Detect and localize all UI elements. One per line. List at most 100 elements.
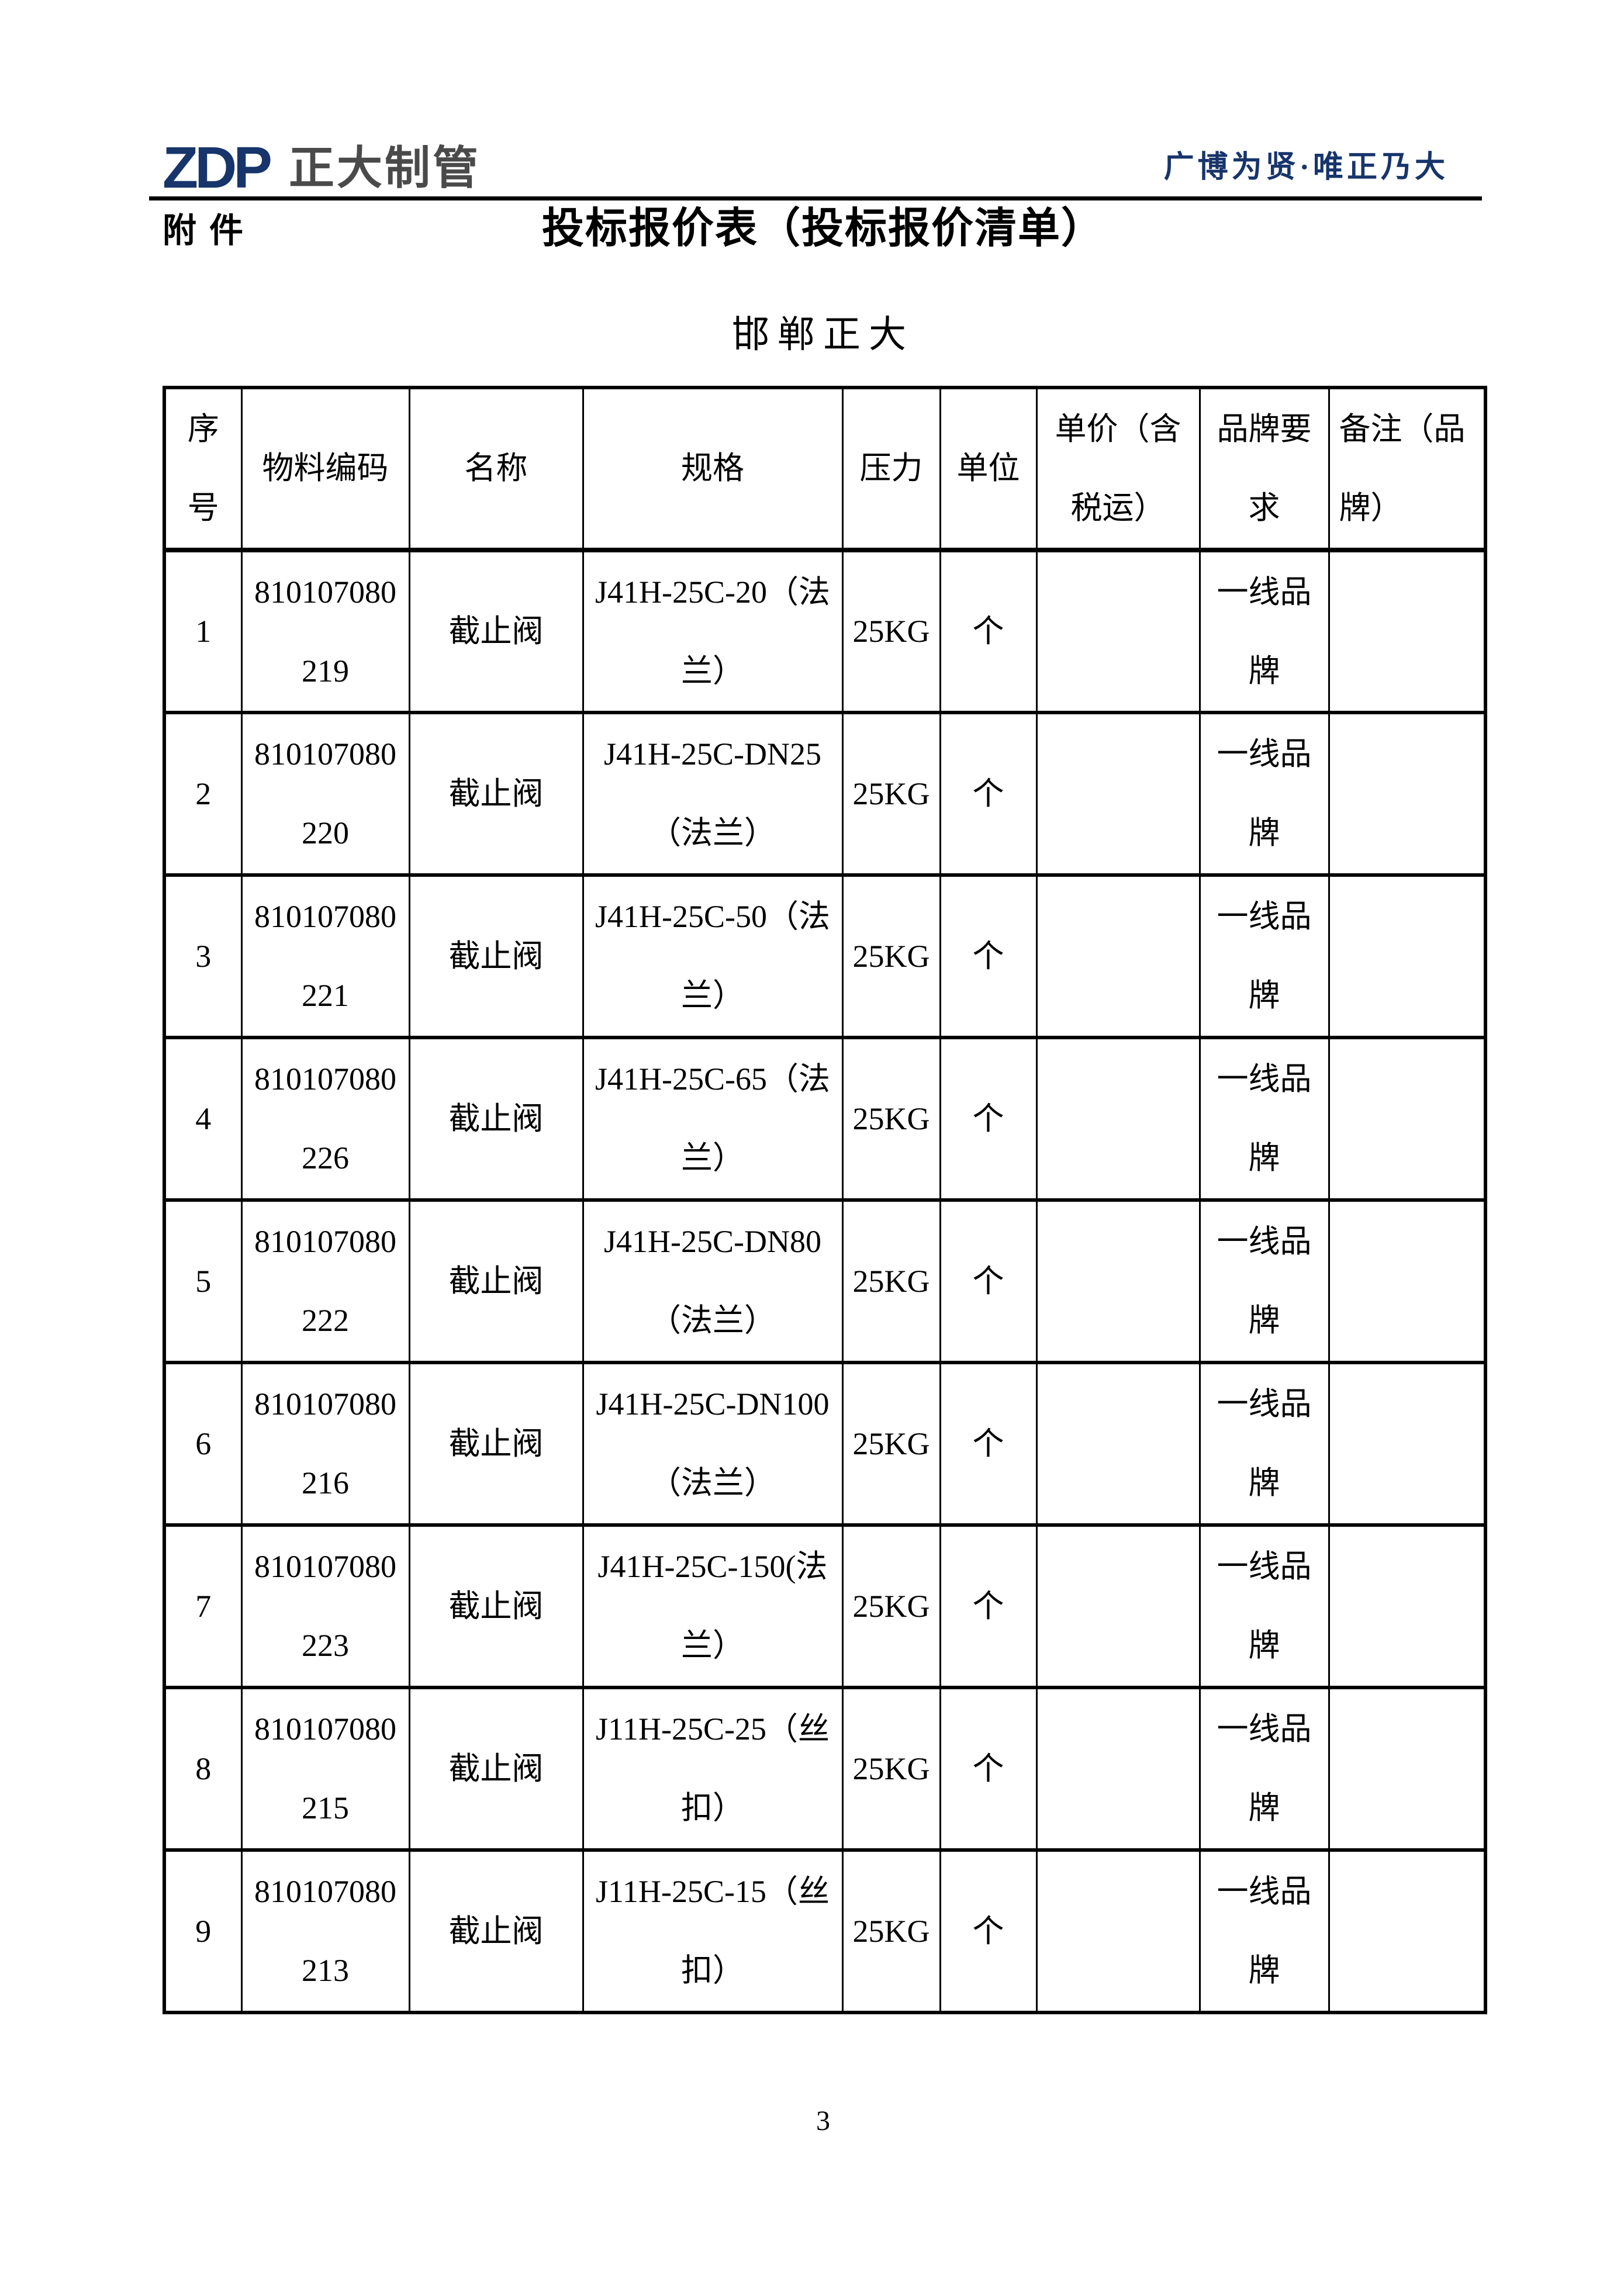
- cell-remark: [1328, 1036, 1487, 1202]
- cell-remark: [1328, 1686, 1487, 1852]
- table-row: 1 810107080 219 截止阀 J41H-25C-20（法 兰） 25KG 个一线…: [163, 548, 1487, 714]
- cell-seq: 3: [163, 873, 243, 1039]
- col-header-unit: 单位: [939, 386, 1038, 552]
- cell-spec: J41H-25C-DN25 （法兰）: [582, 711, 844, 877]
- cell-unit-price: [1035, 873, 1201, 1039]
- cell-unit-price: [1035, 548, 1201, 714]
- table-row: 2 810107080 220 截止阀 J41H-25C-DN25 （法兰） 25KG 个…: [163, 711, 1487, 877]
- cell-brand-requirement: 一线品 牌: [1198, 1848, 1330, 2014]
- quotation-table: 序 号物料编码 名称 规格 压力 单位 单价（含 税运） 品牌要 求备注（品 牌） 1 810…: [163, 386, 1487, 2014]
- cell-unit: 个: [939, 711, 1038, 877]
- cell-seq: 5: [163, 1198, 243, 1364]
- cell-name: 截止阀: [408, 1198, 584, 1364]
- cell-unit: 个: [939, 1848, 1038, 2014]
- cell-unit-price: [1035, 1523, 1201, 1689]
- cell-material-code: 810107080 221: [240, 873, 410, 1039]
- cell-seq: 9: [163, 1848, 243, 2014]
- table-row: 3 810107080 221 截止阀 J41H-25C-50（法 兰） 25KG 个一线…: [163, 873, 1487, 1039]
- cell-unit-price: [1035, 1198, 1201, 1364]
- cell-remark: [1328, 1198, 1487, 1364]
- cell-seq: 1: [163, 548, 243, 714]
- cell-pressure: 25KG: [841, 1523, 941, 1689]
- cell-name: 截止阀: [408, 711, 584, 877]
- cell-remark: [1328, 711, 1487, 877]
- cell-spec: J41H-25C-DN100 （法兰）: [582, 1361, 844, 1527]
- cell-remark: [1328, 548, 1487, 714]
- cell-material-code: 810107080 216: [240, 1361, 410, 1527]
- cell-material-code: 810107080 223: [240, 1523, 410, 1689]
- cell-unit-price: [1035, 711, 1201, 877]
- cell-unit-price: [1035, 1036, 1201, 1202]
- table-row: 序 号物料编码 名称 规格 压力 单位 单价（含 税运） 品牌要 求备注（品 牌）: [163, 386, 1487, 552]
- table-body: 1 810107080 219 截止阀 J41H-25C-20（法 兰） 25KG 个一线…: [163, 548, 1487, 2014]
- company-logo: ZDP 正大制管: [163, 139, 481, 197]
- zdp-logo-icon: ZDP: [163, 135, 272, 200]
- cell-remark: [1328, 1523, 1487, 1689]
- cell-name: 截止阀: [408, 873, 584, 1039]
- cell-seq: 4: [163, 1036, 243, 1202]
- cell-brand-requirement: 一线品 牌: [1198, 1686, 1330, 1852]
- cell-material-code: 810107080 226: [240, 1036, 410, 1202]
- cell-name: 截止阀: [408, 548, 584, 714]
- cell-unit-price: [1035, 1848, 1201, 2014]
- cell-spec: J41H-25C-20（法 兰）: [582, 548, 844, 714]
- col-header-material-code: 物料编码: [240, 386, 410, 552]
- col-header-name: 名称: [408, 386, 584, 552]
- cell-spec: J41H-25C-DN80 （法兰）: [582, 1198, 844, 1364]
- cell-pressure: 25KG: [841, 1686, 941, 1852]
- cell-unit-price: [1035, 1686, 1201, 1852]
- cell-material-code: 810107080 215: [240, 1686, 410, 1852]
- cell-brand-requirement: 一线品 牌: [1198, 1036, 1330, 1202]
- cell-name: 截止阀: [408, 1361, 584, 1527]
- cell-spec: J11H-25C-15（丝 扣）: [582, 1848, 844, 2014]
- col-header-brand-requirement: 品牌要 求: [1198, 386, 1330, 552]
- table-row: 9 810107080 213 截止阀 J11H-25C-15（丝 扣） 25KG 个一线…: [163, 1848, 1487, 2014]
- cell-remark: [1328, 873, 1487, 1039]
- table-header-row: 序 号物料编码 名称 规格 压力 单位 单价（含 税运） 品牌要 求备注（品 牌）: [163, 386, 1487, 552]
- cell-material-code: 810107080 219: [240, 548, 410, 714]
- cell-brand-requirement: 一线品 牌: [1198, 1361, 1330, 1527]
- cell-material-code: 810107080 222: [240, 1198, 410, 1364]
- cell-brand-requirement: 一线品 牌: [1198, 548, 1330, 714]
- cell-material-code: 810107080 213: [240, 1848, 410, 2014]
- cell-brand-requirement: 一线品 牌: [1198, 873, 1330, 1039]
- cell-name: 截止阀: [408, 1686, 584, 1852]
- table-row: 8 810107080 215 截止阀 J11H-25C-25（丝 扣） 25KG 个一线…: [163, 1686, 1487, 1852]
- cell-spec: J11H-25C-25（丝 扣）: [582, 1686, 844, 1852]
- cell-unit-price: [1035, 1361, 1201, 1527]
- document-subtitle: 邯郸正大: [732, 314, 914, 355]
- col-header-remark: 备注（品 牌）: [1328, 386, 1487, 552]
- col-header-spec: 规格: [582, 386, 844, 552]
- brand-header: ZDP 正大制管 广博为贤·唯正乃大: [163, 136, 1484, 200]
- cell-brand-requirement: 一线品 牌: [1198, 711, 1330, 877]
- cell-pressure: 25KG: [841, 1848, 941, 2014]
- attachment-label: 附件: [163, 212, 257, 250]
- title-row: 附件 投标报价表（投标报价清单）: [163, 203, 1484, 262]
- cell-unit: 个: [939, 548, 1038, 714]
- cell-name: 截止阀: [408, 1523, 584, 1689]
- cell-pressure: 25KG: [841, 873, 941, 1039]
- cell-spec: J41H-25C-50（法 兰）: [582, 873, 844, 1039]
- col-header-seq: 序 号: [163, 386, 243, 552]
- cell-pressure: 25KG: [841, 1198, 941, 1364]
- cell-material-code: 810107080 220: [240, 711, 410, 877]
- table-row: 4 810107080 226 截止阀 J41H-25C-65（法 兰） 25KG 个一线…: [163, 1036, 1487, 1202]
- cell-brand-requirement: 一线品 牌: [1198, 1198, 1330, 1364]
- company-slogan: 广博为贤·唯正乃大: [1163, 151, 1449, 184]
- cell-pressure: 25KG: [841, 1036, 941, 1202]
- cell-unit: 个: [939, 1198, 1038, 1364]
- cell-unit: 个: [939, 1523, 1038, 1689]
- cell-remark: [1328, 1848, 1487, 2014]
- col-header-unit-price: 单价（含 税运）: [1035, 386, 1201, 552]
- table-row: 5 810107080 222 截止阀 J41H-25C-DN80 （法兰） 25KG 个…: [163, 1198, 1487, 1364]
- cell-unit: 个: [939, 1361, 1038, 1527]
- cell-name: 截止阀: [408, 1036, 584, 1202]
- cell-name: 截止阀: [408, 1848, 584, 2014]
- logo-company-name: 正大制管: [289, 142, 481, 193]
- cell-pressure: 25KG: [841, 711, 941, 877]
- page-number: 3: [816, 2105, 830, 2136]
- cell-seq: 7: [163, 1523, 243, 1689]
- cell-pressure: 25KG: [841, 1361, 941, 1527]
- cell-remark: [1328, 1361, 1487, 1527]
